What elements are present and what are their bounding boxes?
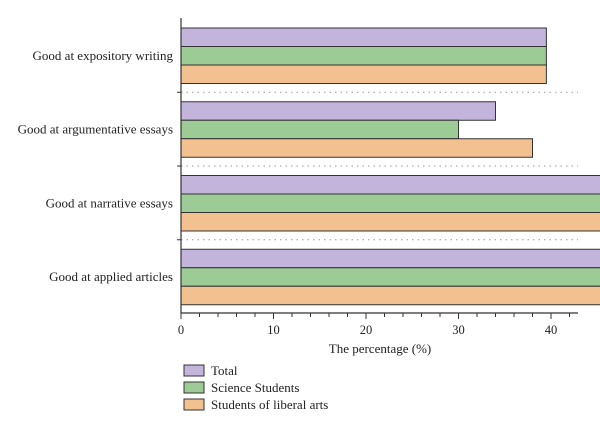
legend-label: Science Students [211,380,299,395]
bar-students-of-liberal-arts [180,285,600,306]
x-tick-label: 20 [360,323,373,337]
x-tick-label: 0 [178,323,184,337]
category-labels-group: Good at expository writing Good at argume… [18,48,174,284]
bar-students-of-liberal-arts [180,138,533,158]
bar-science-students [180,46,547,66]
x-axis-title: The percentage (%) [329,341,432,356]
bar-total [180,248,600,269]
legend-swatch [183,364,205,377]
category-label: Good at argumentative essays [18,122,173,137]
bar-total [180,101,496,121]
category-separators [177,91,578,241]
bar-science-students [180,267,600,287]
bar-students-of-liberal-arts [180,212,600,232]
legend-swatch [183,381,205,394]
legend: Total Science Students Students of liberal… [183,363,328,412]
category-label: Good at expository writing [33,48,174,63]
category-label: Good at applied articles [49,269,173,284]
legend-label: Total [211,363,238,378]
legend-swatch [183,398,205,411]
x-tick-label: 30 [452,323,465,337]
bar-total [180,27,547,47]
axes-group [180,18,578,314]
bar-science-students [180,193,600,213]
bar-science-students [180,119,459,140]
x-tick-label: 10 [267,323,280,337]
legend-label: Students of liberal arts [211,397,328,412]
bar-total [180,175,600,195]
bar-students-of-liberal-arts [180,64,547,84]
x-ticks-group: 01020304050607080 [178,313,570,337]
category-label: Good at narrative essays [46,195,173,210]
x-tick-label: 40 [545,323,558,337]
